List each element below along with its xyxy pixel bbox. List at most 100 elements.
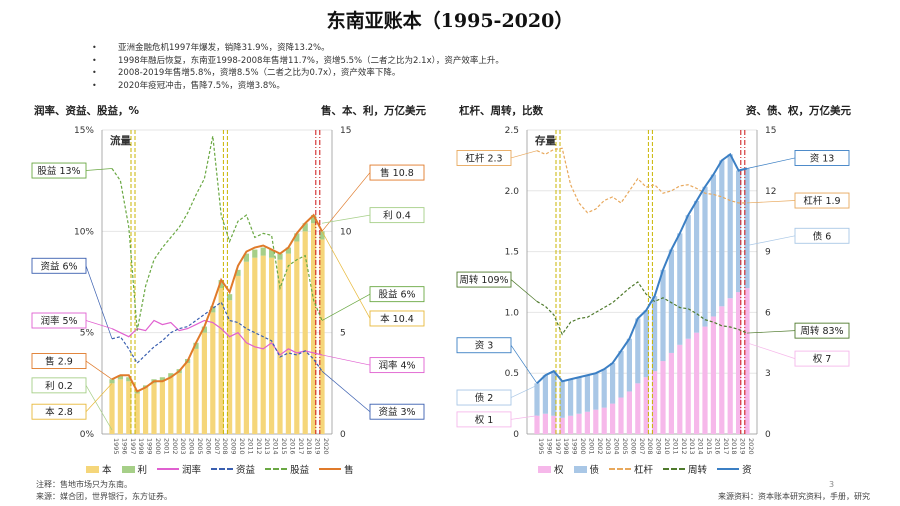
cost-bar bbox=[302, 231, 308, 434]
x-tick-label: 2002 bbox=[596, 438, 604, 455]
label-leader bbox=[510, 415, 538, 420]
x-tick-label: 2014 bbox=[697, 438, 705, 455]
equity-bar bbox=[710, 316, 717, 434]
x-tick-label: 2008 bbox=[646, 438, 654, 455]
x-tick-label: 1998 bbox=[137, 438, 145, 455]
equity-bar bbox=[551, 415, 557, 434]
profit-bar bbox=[235, 269, 241, 276]
series-label-box bbox=[31, 377, 87, 394]
profit-bar bbox=[201, 326, 208, 333]
label-leader bbox=[85, 265, 113, 339]
series-label-box bbox=[794, 227, 850, 244]
y-tick-left: 10% bbox=[74, 227, 94, 237]
y-tick-right: 10 bbox=[340, 227, 352, 237]
equity-bar bbox=[702, 326, 708, 434]
cost-bar bbox=[260, 255, 266, 434]
equity-bar bbox=[601, 407, 607, 434]
label-leader bbox=[321, 293, 371, 321]
label-leader bbox=[510, 279, 538, 302]
profit-bar bbox=[302, 223, 308, 232]
series-line-turnover bbox=[536, 281, 748, 336]
profit-bar bbox=[294, 233, 300, 242]
legend-item: 资益 bbox=[211, 462, 255, 476]
series-line-roa bbox=[111, 301, 323, 372]
debt-bar bbox=[735, 170, 742, 293]
x-tick-label: 2016 bbox=[713, 438, 721, 455]
debt-bar bbox=[635, 318, 641, 384]
equity-bar bbox=[727, 298, 733, 434]
cost-bar bbox=[310, 223, 317, 434]
x-tick-label: 2013 bbox=[263, 438, 271, 455]
equity-bar bbox=[626, 391, 633, 434]
equity-bar bbox=[693, 332, 700, 434]
profit-bar bbox=[193, 342, 199, 349]
label-leader bbox=[746, 200, 796, 204]
legend-item: 售 bbox=[319, 462, 354, 476]
x-tick-label: 2008 bbox=[221, 438, 229, 455]
series-label: 周转 83% bbox=[800, 325, 843, 337]
summary-bullets: 亚洲金融危机1997年爆发，销降31.9%，资降13.2%。 1998年融后恢复… bbox=[92, 42, 504, 92]
series-label-box bbox=[369, 357, 425, 374]
x-tick-label: 2015 bbox=[280, 438, 288, 455]
x-tick-label: 1996 bbox=[545, 438, 553, 455]
subtitle-left: 润率、资益、股益，% bbox=[34, 104, 139, 117]
legend-swatch bbox=[663, 468, 686, 470]
page-number: 3 bbox=[829, 480, 835, 489]
cost-bar bbox=[319, 239, 325, 434]
legend-label: 资益 bbox=[236, 465, 256, 476]
cost-bar bbox=[126, 381, 132, 434]
equity-bar bbox=[719, 306, 725, 434]
x-tick-label: 2005 bbox=[196, 438, 204, 455]
equity-bar bbox=[651, 371, 658, 434]
y-tick-right: 0 bbox=[340, 430, 346, 440]
x-tick-label: 2004 bbox=[613, 438, 621, 455]
profit-bar bbox=[260, 247, 266, 256]
series-label-box bbox=[456, 150, 512, 166]
x-tick-label: 2020 bbox=[322, 438, 330, 455]
cost-bar bbox=[294, 241, 300, 434]
debt-bar bbox=[660, 269, 666, 362]
series-label-box bbox=[31, 312, 87, 329]
equity-bar bbox=[618, 397, 624, 434]
y-tick-right: 5 bbox=[340, 329, 346, 339]
x-tick-label: 1999 bbox=[146, 438, 154, 455]
x-tick-label: 2011 bbox=[671, 438, 679, 455]
summary-bullet: 亚洲金融危机1997年爆发，销降31.9%，资降13.2%。 bbox=[92, 42, 504, 55]
legend-swatch bbox=[211, 468, 234, 470]
cost-bar bbox=[134, 393, 140, 434]
series-label-box bbox=[794, 150, 850, 166]
y-tick-right: 15 bbox=[340, 126, 351, 136]
debt-bar bbox=[576, 377, 582, 414]
x-tick-label: 2013 bbox=[688, 438, 696, 455]
debt-bar bbox=[534, 383, 540, 416]
x-tick-label: 2020 bbox=[747, 438, 755, 455]
x-tick-label: 2007 bbox=[213, 438, 221, 455]
y-tick-left: 15% bbox=[74, 126, 94, 136]
legend-label: 润率 bbox=[182, 465, 202, 476]
equity-bar bbox=[660, 361, 666, 434]
profit-bar bbox=[126, 377, 132, 382]
profit-bar bbox=[277, 253, 283, 260]
cost-bar bbox=[210, 312, 216, 434]
footnote-notes: 注释：售地市场只为东南。 bbox=[36, 480, 132, 489]
label-leader bbox=[85, 360, 113, 380]
label-leader bbox=[85, 168, 113, 171]
x-tick-label: 2001 bbox=[587, 438, 595, 455]
series-label: 杠杆 2.3 bbox=[465, 152, 502, 164]
legend-item: 周转 bbox=[663, 462, 707, 476]
equity-bar bbox=[668, 352, 675, 434]
x-tick-label: 2007 bbox=[638, 438, 646, 455]
debt-bar bbox=[643, 310, 649, 378]
debt-bar bbox=[593, 373, 599, 410]
cost-bar bbox=[176, 373, 182, 434]
legend-item: 润率 bbox=[157, 462, 201, 476]
debt-bar bbox=[559, 381, 565, 418]
cost-bar bbox=[252, 257, 258, 434]
x-tick-label: 2006 bbox=[204, 438, 212, 455]
equity-bar bbox=[735, 292, 742, 434]
y-tick-left: 1.5 bbox=[505, 248, 519, 258]
debt-bar bbox=[601, 369, 607, 408]
label-leader bbox=[746, 235, 796, 246]
legend-swatch bbox=[265, 468, 288, 470]
equity-bar bbox=[635, 383, 641, 434]
